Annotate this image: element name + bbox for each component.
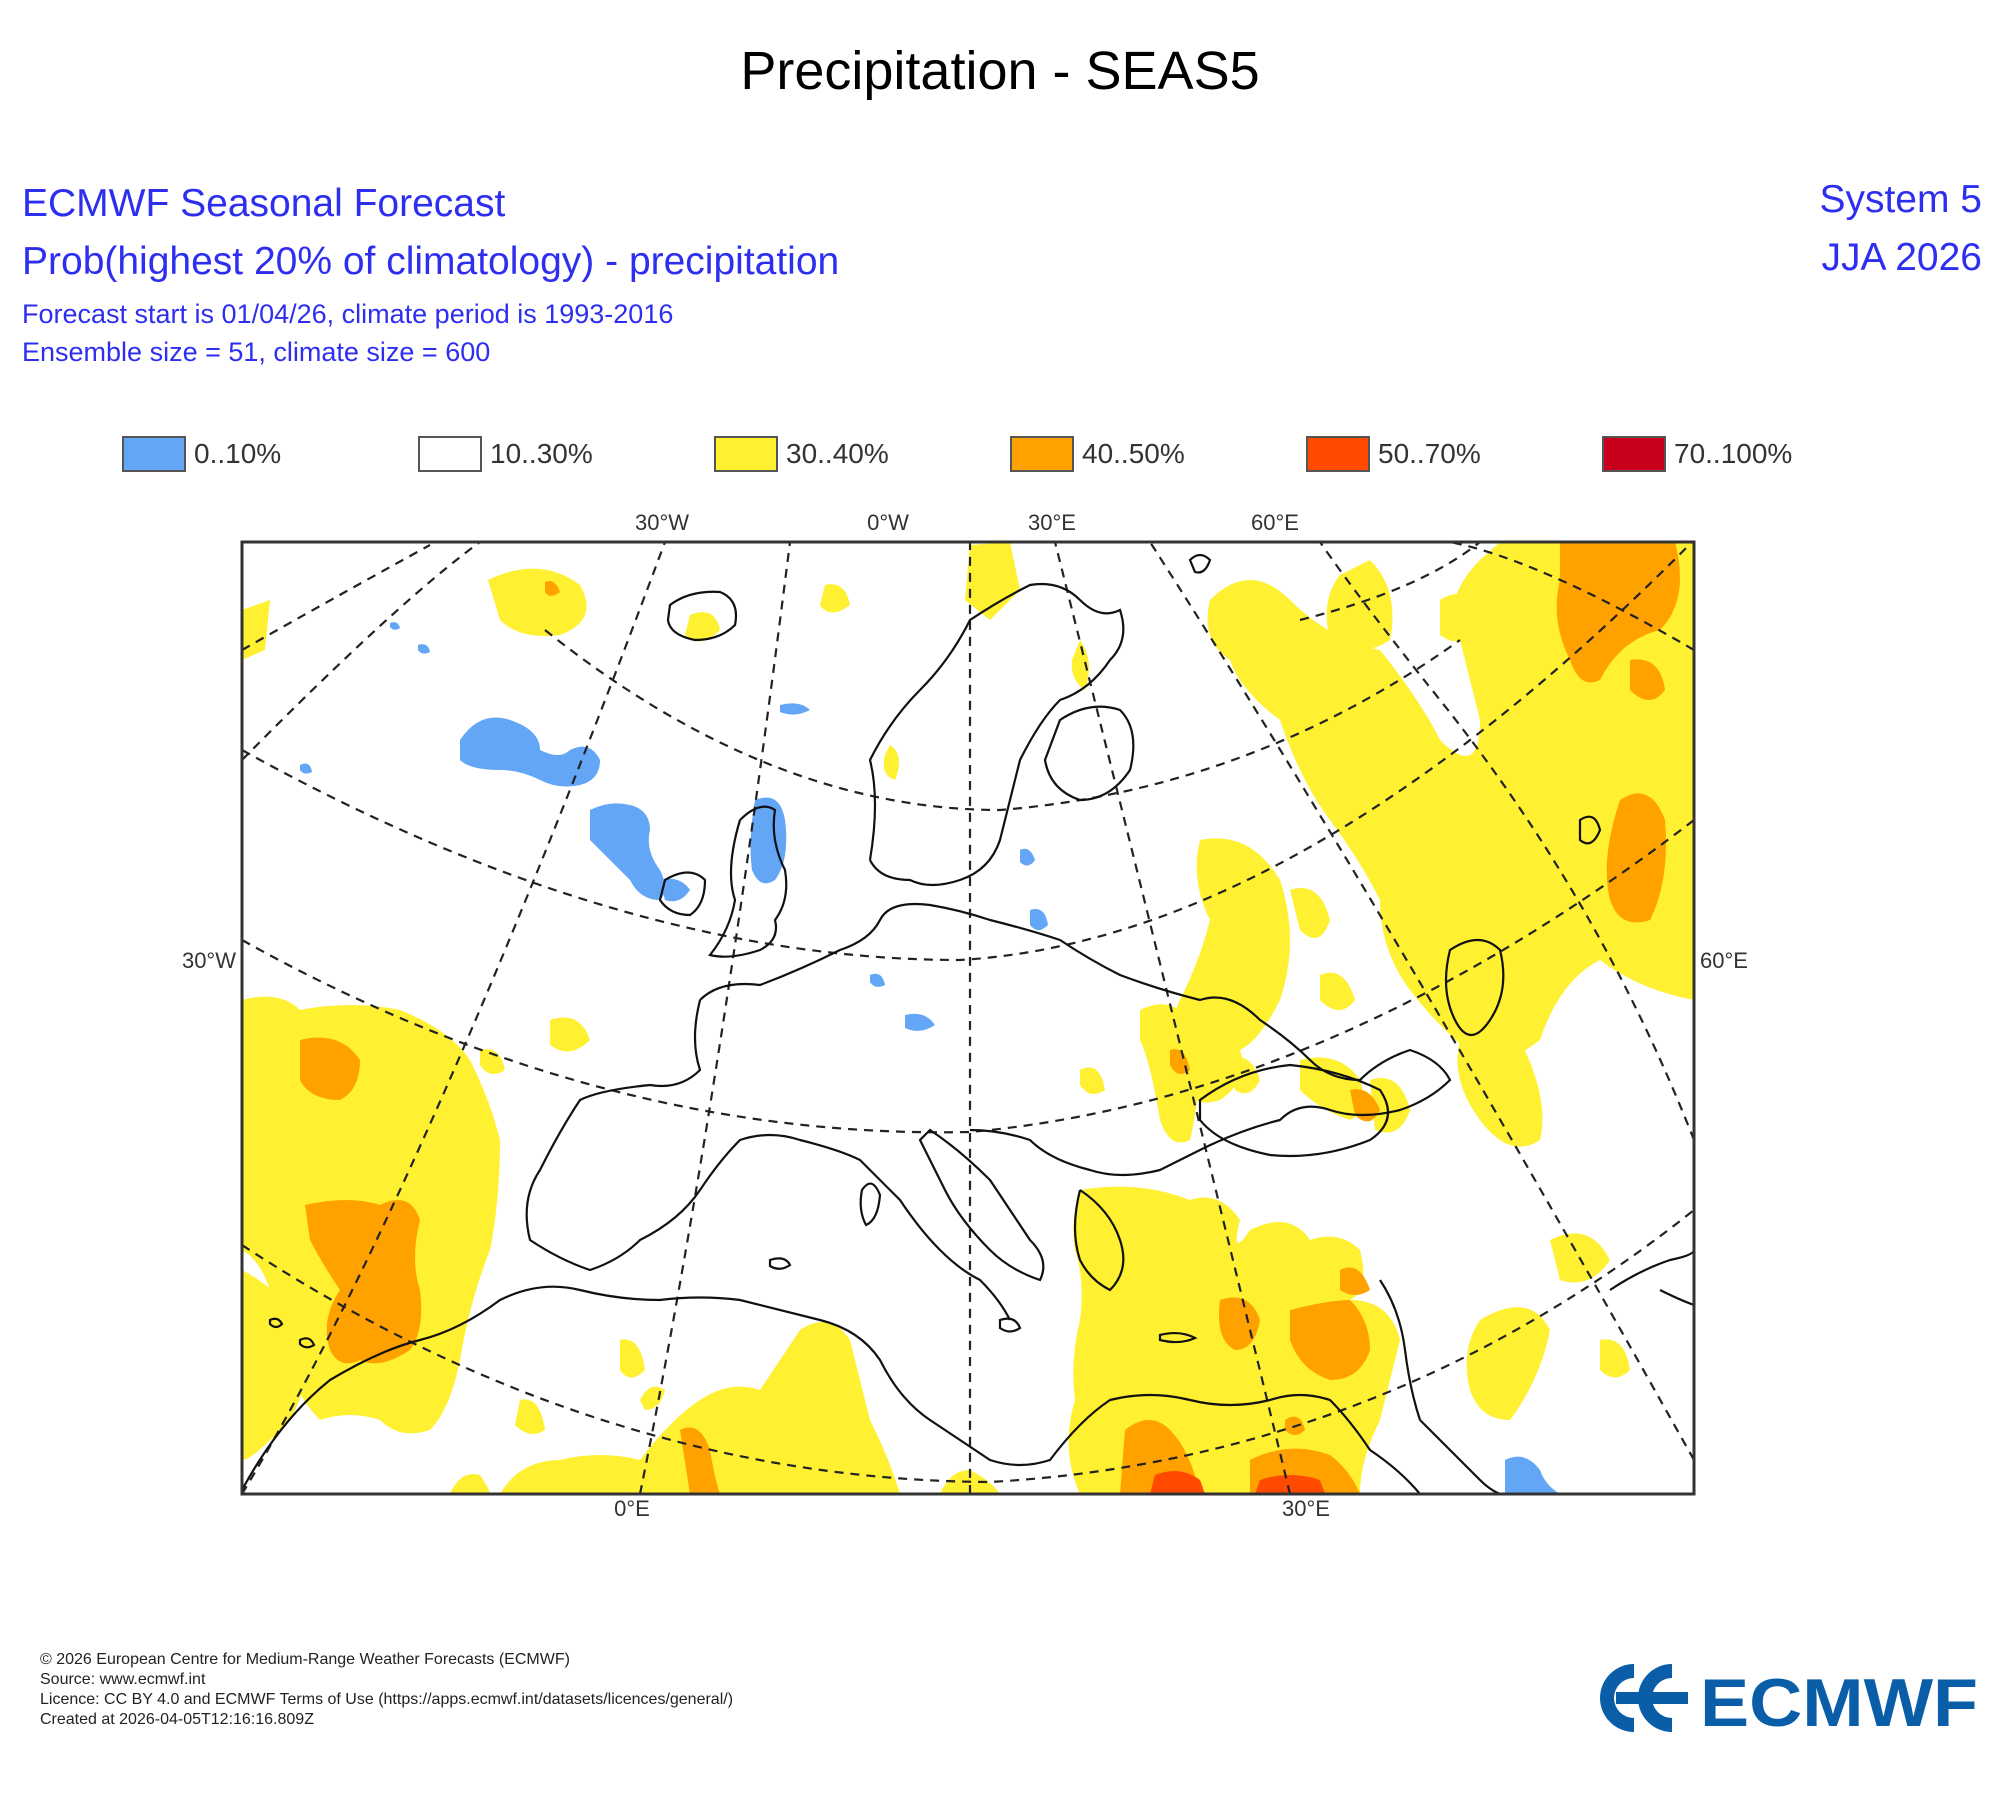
legend-label: 30..40% [786,438,889,469]
footer-copyright: © 2026 European Centre for Medium-Range … [40,1651,570,1668]
legend-item: 70..100% [1602,432,1792,476]
legend-item: 40..50% [1010,432,1185,476]
logo-text: ECMWF [1700,1665,1978,1736]
lon-label: 30°E [1282,1496,1330,1521]
probability-50-70-areas [1150,1471,1325,1494]
legend-item: 30..40% [714,432,889,476]
legend-label: 40..50% [1082,438,1185,469]
legend-label: 0..10% [194,438,282,469]
map-frame [240,540,1696,1496]
footer-licence: Licence: CC BY 4.0 and ECMWF Terms of Us… [40,1691,734,1708]
legend-swatch [714,436,778,472]
legend-swatch [1602,436,1666,472]
legend-label: 50..70% [1378,438,1481,469]
probability-0-10-areas [300,622,1560,1494]
lon-label: 60°E [1251,510,1299,535]
lon-label: 30°E [1028,510,1076,535]
header-forecast-title: ECMWF Seasonal Forecast [22,182,506,225]
graticule [242,542,1694,1494]
probability-40-50-areas [300,542,1680,1494]
precipitation-probability-map: 30°W 0°W 30°E 60°E 0°E 30°E 30°W 60°E [182,510,1748,1521]
header-season: JJA 2026 [1821,236,1982,279]
legend: 0..10% 10..30% 30..40% 40..50% 50..70% 7… [122,432,1862,476]
page-title: Precipitation - SEAS5 [740,41,1260,101]
footer-source: Source: www.ecmwf.int [40,1671,206,1688]
lon-label: 0°W [867,510,909,535]
header-forecast-start: Forecast start is 01/04/26, climate peri… [22,299,674,329]
legend-item: 50..70% [1306,432,1481,476]
legend-swatch [1306,436,1370,472]
lon-label: 30°W [635,510,689,535]
legend-item: 10..30% [418,432,593,476]
footer: © 2026 European Centre for Medium-Range … [40,1650,733,1730]
header-system: System 5 [1819,178,1982,221]
legend-item: 0..10% [122,432,281,476]
ecmwf-logo: ECMWF [1600,1664,1978,1736]
legend-swatch [122,436,186,472]
legend-label: 10..30% [490,438,593,469]
lon-label: 0°E [614,1496,650,1521]
lat-label: 30°W [182,948,236,973]
legend-swatch [1010,436,1074,472]
lat-label: 60°E [1700,948,1748,973]
coastlines [242,553,1694,1494]
legend-label: 70..100% [1674,438,1793,469]
header-ensemble-size: Ensemble size = 51, climate size = 600 [22,337,491,367]
legend-swatch [418,436,482,472]
footer-created: Created at 2026-04-05T12:16:16.809Z [40,1711,314,1728]
header-probability-title: Prob(highest 20% of climatology) - preci… [22,240,840,283]
probability-30-40-areas [242,542,1694,1494]
